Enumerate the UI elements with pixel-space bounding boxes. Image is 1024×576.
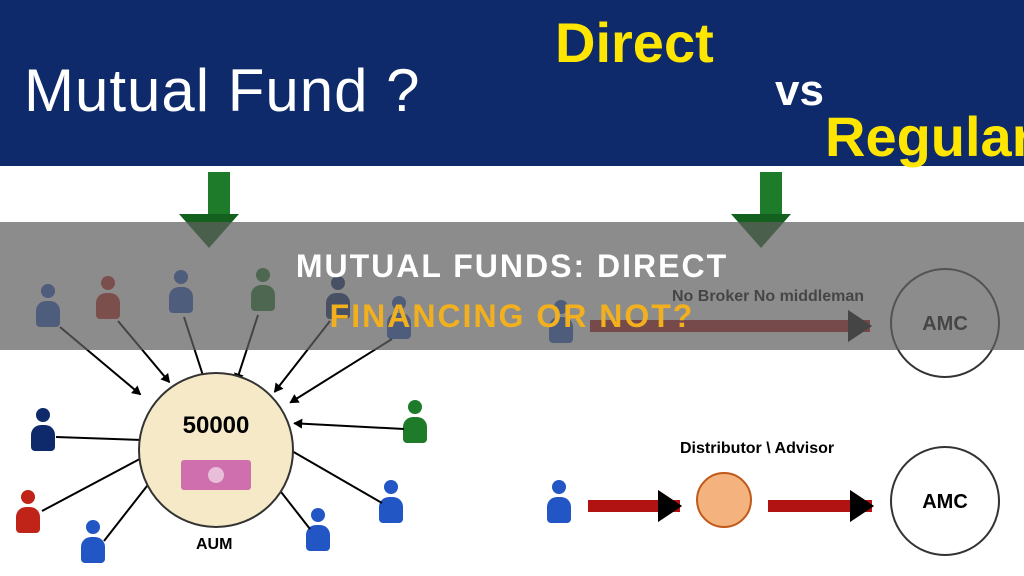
overlay-line-1: MUTUAL FUNDS: DIRECT [162, 242, 862, 292]
person-icon [15, 490, 41, 536]
aum-label: AUM [196, 536, 232, 554]
amc-circle: AMC [890, 446, 1000, 556]
person-icon [80, 520, 106, 566]
flow-arrow-icon [768, 500, 872, 512]
person-icon [30, 408, 56, 454]
currency-note-icon [181, 460, 251, 490]
header-band: Mutual Fund ? Direct vs Regular [0, 0, 1024, 166]
distributor-label: Distributor \ Advisor [680, 440, 834, 458]
leader-arrow [294, 422, 404, 430]
header-title-left: Mutual Fund ? [24, 56, 421, 125]
aum-center-value: 50000 [140, 374, 292, 440]
person-icon [402, 400, 428, 446]
leader-arrow [279, 443, 382, 504]
distributor-circle [696, 472, 752, 528]
infographic-stage: Mutual Fund ? Direct vs Regular 50000 AU… [0, 0, 1024, 576]
aum-circle: 50000 [138, 372, 294, 528]
person-icon [305, 508, 331, 554]
header-word-regular: Regular [825, 104, 1024, 169]
flow-arrow-icon [588, 500, 680, 512]
overlay-caption: MUTUAL FUNDS: DIRECT FINANCING OR NOT? [162, 242, 862, 341]
leader-arrow [56, 436, 150, 441]
person-icon [546, 480, 572, 526]
header-word-vs: vs [775, 66, 824, 116]
overlay-line-2: FINANCING OR NOT? [162, 292, 862, 342]
header-word-direct: Direct [555, 10, 714, 75]
